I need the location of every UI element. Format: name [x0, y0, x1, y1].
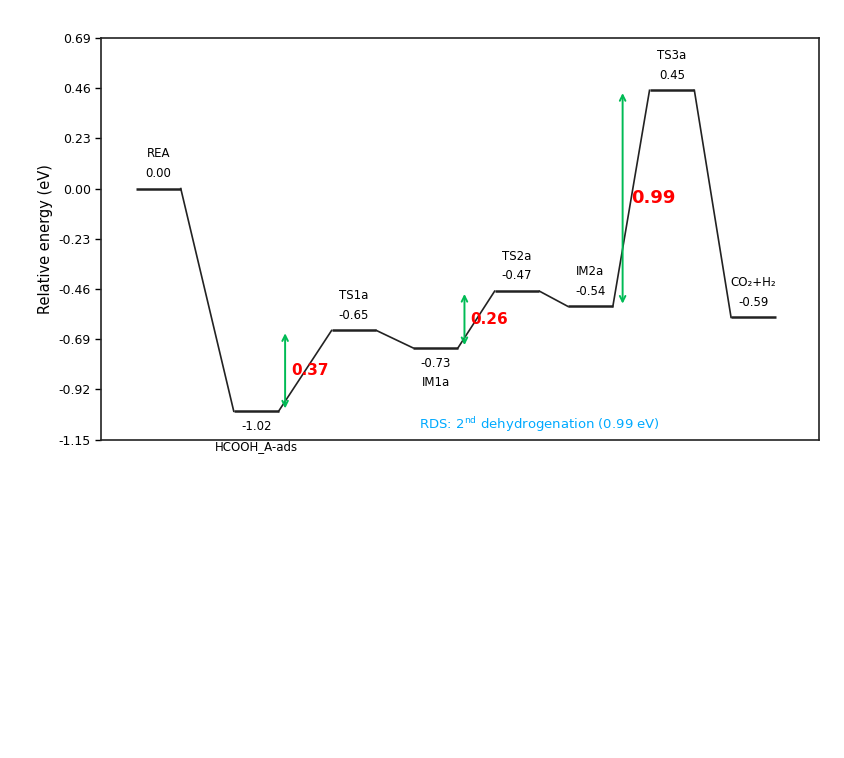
Text: IM2a: IM2a [576, 265, 604, 278]
Text: -0.54: -0.54 [576, 285, 606, 298]
Text: TS1a: TS1a [339, 289, 369, 302]
Text: 0.99: 0.99 [630, 190, 675, 208]
Text: RDS: 2$^{\mathregular{nd}}$ dehydrogenation (0.99 eV): RDS: 2$^{\mathregular{nd}}$ dehydrogenat… [419, 415, 660, 434]
Text: -1.02: -1.02 [241, 420, 272, 433]
Text: -0.65: -0.65 [338, 309, 369, 321]
Text: TS2a: TS2a [502, 250, 532, 263]
Text: HCOOH_A-ads: HCOOH_A-ads [214, 440, 298, 453]
Text: 0.26: 0.26 [470, 312, 508, 327]
Y-axis label: Relative energy (eV): Relative energy (eV) [38, 164, 53, 314]
Text: 0.37: 0.37 [291, 363, 328, 378]
Text: -0.59: -0.59 [738, 296, 769, 309]
Text: IM1a: IM1a [421, 376, 450, 390]
Text: 0.45: 0.45 [659, 68, 685, 82]
Text: REA: REA [147, 147, 170, 160]
Text: CO₂+H₂: CO₂+H₂ [731, 276, 776, 289]
Text: -0.73: -0.73 [420, 357, 451, 370]
Text: TS3a: TS3a [657, 49, 686, 62]
Text: -0.47: -0.47 [502, 269, 533, 283]
Text: 0.00: 0.00 [145, 167, 171, 180]
